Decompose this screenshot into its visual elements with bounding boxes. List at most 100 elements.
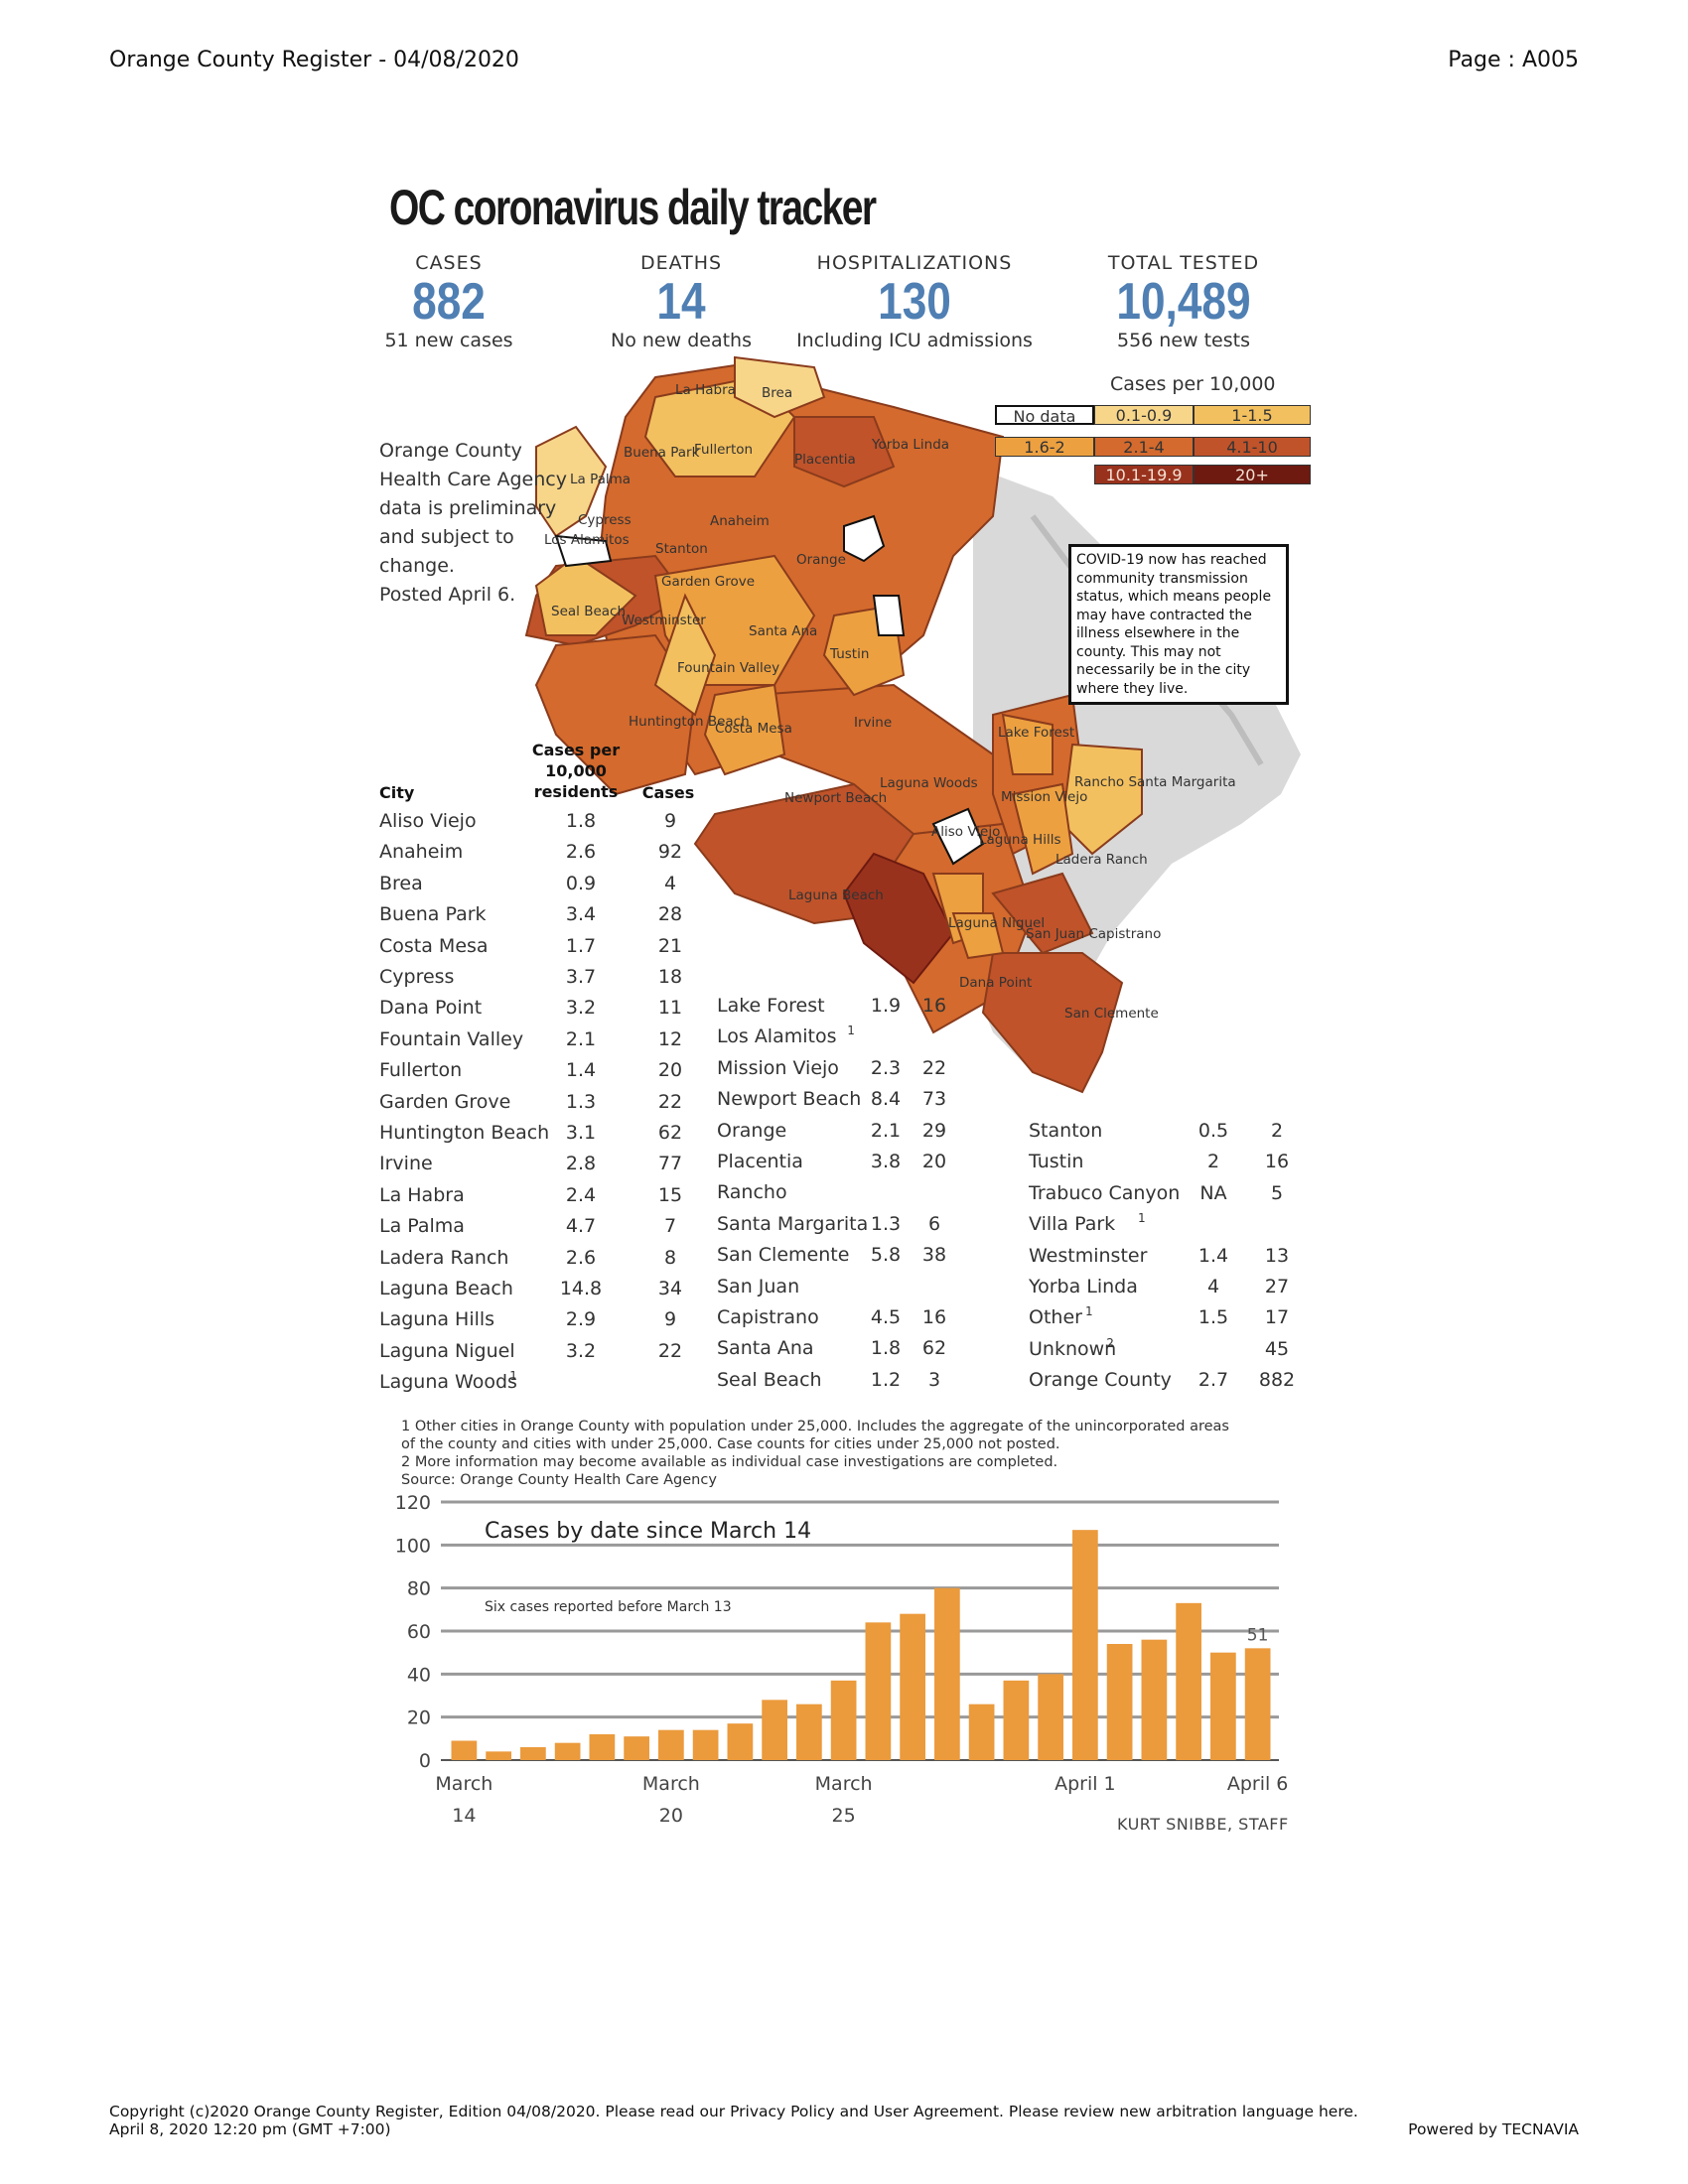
x-tick-label: April 6 <box>1227 1773 1289 1795</box>
map-region <box>653 593 717 717</box>
city-name: Dana Point <box>379 997 483 1020</box>
city-cases: 17 <box>1264 1306 1290 1329</box>
stat-value: 10,489 <box>1116 273 1251 331</box>
map-label: Irvine <box>854 715 892 731</box>
map-region <box>703 683 786 776</box>
map-label: Buena Park <box>624 445 700 461</box>
city-name: Unknown <box>1029 1337 1117 1360</box>
city-name: Aliso Viejo <box>379 810 477 832</box>
city-cases: 92 <box>657 841 683 864</box>
city-rate <box>866 1177 906 1207</box>
bar <box>1210 1652 1236 1760</box>
note-line: Orange County <box>379 440 522 462</box>
city-rate <box>541 1367 621 1397</box>
city-name: Orange County <box>1029 1369 1172 1392</box>
city-cases: 38 <box>921 1244 947 1267</box>
stat-deaths: DEATHS 14 No new deaths <box>552 252 810 351</box>
city-name: Laguna Woods <box>379 1371 517 1394</box>
city-cases: 16 <box>921 995 947 1017</box>
city-rate: 1.8 <box>870 1337 902 1360</box>
map-label: Lake Forest <box>998 725 1074 741</box>
city-name: San Juan <box>717 1275 800 1297</box>
map-region <box>534 633 697 796</box>
bar <box>1244 1648 1271 1760</box>
map-label: Westminster <box>622 613 706 628</box>
map-label: Cypress <box>578 512 632 528</box>
stat-hospitalizations: HOSPITALIZATIONS 130 Including ICU admis… <box>785 252 1044 351</box>
map-label: Laguna Niguel <box>948 915 1045 931</box>
y-tick-label: 80 <box>407 1578 431 1600</box>
legend-item: 1.6-2 <box>995 437 1094 457</box>
map-region <box>1001 713 1054 775</box>
bar <box>589 1734 616 1760</box>
footnote-marker: 1 <box>1138 1211 1146 1226</box>
x-tick-label: March <box>815 1773 873 1795</box>
city-name: Tustin <box>1029 1151 1084 1173</box>
bar <box>1176 1602 1201 1760</box>
city-rate: 3.2 <box>565 997 597 1020</box>
city-rate: 5.8 <box>870 1244 902 1267</box>
city-name: Huntington Beach <box>379 1122 550 1144</box>
y-tick-label: 40 <box>407 1664 431 1686</box>
city-cases: 22 <box>921 1056 947 1079</box>
city-rate: 3.4 <box>565 903 597 926</box>
city-rate <box>866 1022 906 1051</box>
map-label: Huntington Beach <box>629 714 750 730</box>
footnote-marker: 1 <box>509 1369 517 1384</box>
city-name: Other <box>1029 1306 1082 1329</box>
city-cases <box>917 1272 951 1301</box>
map-label: Laguna Woods <box>880 775 978 791</box>
map-label: Los Alamitos <box>544 532 630 548</box>
city-rate: 2.9 <box>565 1308 597 1331</box>
city-rate: 1.2 <box>870 1368 902 1391</box>
city-cases: 4 <box>663 872 677 894</box>
city-name: Villa Park <box>1029 1213 1116 1236</box>
callout-box: COVID-19 now has reached community trans… <box>1068 544 1289 705</box>
city-name: Costa Mesa <box>379 934 489 957</box>
city-cases: 11 <box>657 997 683 1020</box>
map-label: Rancho Santa Margarita <box>1074 774 1236 790</box>
page-header-left: Orange County Register - 04/08/2020 <box>109 48 519 72</box>
x-tick-label: 14 <box>452 1805 476 1827</box>
city-cases <box>653 1367 687 1397</box>
map-label: Costa Mesa <box>715 721 792 737</box>
stat-label: DEATHS <box>639 252 723 274</box>
page-header-right: Page : A005 <box>1448 48 1579 72</box>
map-label: Stanton <box>655 541 708 557</box>
city-rate: 3.2 <box>565 1339 597 1362</box>
stat-sub: 51 new cases <box>384 330 513 351</box>
y-tick-label: 20 <box>407 1707 431 1729</box>
city-rate: NA <box>1199 1181 1227 1204</box>
city-rate: 2.1 <box>870 1119 902 1142</box>
table-header-rate: Cases per 10,000 residents <box>531 741 621 801</box>
y-tick-label: 0 <box>419 1750 431 1772</box>
map-label: Placentia <box>794 452 856 468</box>
bar <box>1003 1680 1030 1760</box>
city-name: Brea <box>379 872 423 894</box>
stat-label: HOSPITALIZATIONS <box>816 252 1013 274</box>
stat-label: CASES <box>415 252 483 274</box>
city-cases: 5 <box>1270 1181 1284 1204</box>
map-label: Santa Ana <box>749 623 817 639</box>
city-name: La Palma <box>379 1215 465 1238</box>
y-tick-label: 60 <box>407 1621 431 1643</box>
chart-title: Cases by date since March 14 <box>485 1519 811 1544</box>
city-name: Stanton <box>1029 1120 1103 1142</box>
map-region <box>981 952 1124 1094</box>
city-cases: 73 <box>921 1088 947 1111</box>
stat-value: 14 <box>656 273 706 331</box>
map-label: Garden Grove <box>661 574 755 590</box>
x-tick-label: 20 <box>659 1805 683 1827</box>
county-map: La Habra Brea Fullerton Placentia Yorba … <box>524 355 1301 1094</box>
bar <box>624 1736 649 1760</box>
city-cases: 21 <box>657 934 683 957</box>
x-tick-label: 25 <box>832 1805 856 1827</box>
map-label: San Clemente <box>1064 1006 1159 1022</box>
stat-label: TOTAL TESTED <box>1107 252 1260 274</box>
city-name: Seal Beach <box>717 1368 822 1391</box>
city-rate: 4 <box>1206 1276 1220 1297</box>
map-label: La Palma <box>570 472 631 487</box>
city-name: Yorba Linda <box>1029 1276 1138 1297</box>
map-label: Newport Beach <box>784 790 887 806</box>
city-cases: 7 <box>663 1215 677 1238</box>
